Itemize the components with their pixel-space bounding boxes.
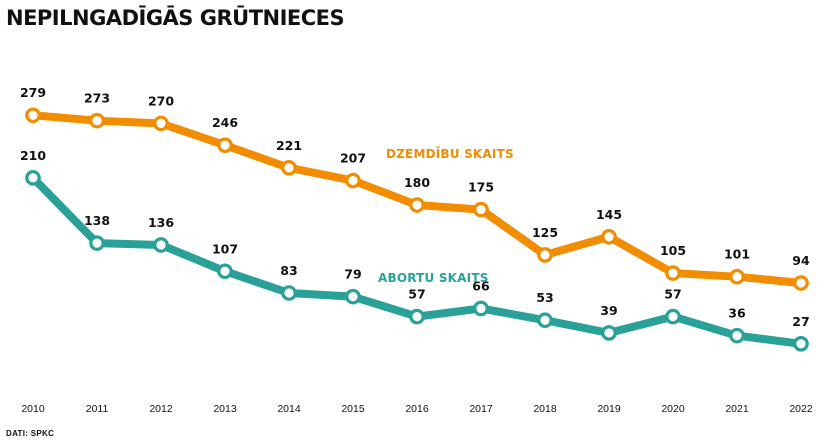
data-point — [153, 115, 169, 132]
data-label: 136 — [148, 215, 174, 230]
x-tick-label: 2020 — [661, 403, 685, 415]
data-label: 107 — [212, 241, 238, 256]
data-label: 279 — [20, 85, 46, 100]
data-source: DATI: SPKC — [6, 429, 55, 438]
data-label: 66 — [472, 278, 490, 293]
data-label: 39 — [600, 303, 617, 318]
data-point — [281, 160, 297, 176]
data-label: 105 — [660, 243, 686, 258]
data-label: 94 — [792, 253, 810, 268]
series-2: 210 138 136 107 83 79 57 66 53 39 57 36 27 ABORTU SKA… — [20, 148, 810, 352]
data-point — [601, 325, 617, 341]
data-label: 207 — [340, 151, 366, 166]
series-label: DZEMDĪBU SKAITS — [386, 147, 514, 161]
data-point — [25, 170, 41, 186]
x-tick-label: 2011 — [86, 403, 109, 415]
x-tick-label: 2019 — [597, 403, 621, 415]
chart-title: NEPILNGADĪGĀS GRŪTNIECES — [6, 6, 345, 30]
data-point — [793, 275, 809, 291]
data-label: 270 — [148, 93, 174, 108]
data-label: 101 — [724, 247, 750, 262]
data-point — [25, 107, 41, 124]
data-label: 83 — [280, 263, 297, 278]
data-label: 145 — [596, 207, 622, 222]
data-label: 221 — [276, 138, 302, 153]
data-label: 210 — [20, 148, 46, 163]
data-label: 125 — [532, 225, 558, 240]
data-point — [473, 201, 489, 218]
data-point — [665, 308, 681, 325]
data-point — [153, 237, 169, 253]
data-label: 27 — [792, 314, 809, 329]
series-label: ABORTU SKAITS — [378, 271, 489, 285]
data-label: 175 — [468, 180, 494, 195]
data-label: 79 — [344, 267, 361, 282]
data-label: 246 — [212, 115, 238, 130]
x-tick-label: 2016 — [405, 403, 429, 415]
data-label: 180 — [404, 175, 430, 190]
data-point — [89, 235, 105, 251]
series-1: 279 273 270 246 221 207 180 175 125 145 105 101 94 DZ… — [20, 85, 810, 291]
data-point — [601, 228, 617, 245]
data-point — [537, 247, 553, 263]
x-tick-label: 2015 — [341, 403, 365, 415]
data-point — [345, 288, 361, 305]
x-tick-label: 2010 — [21, 403, 45, 415]
data-label: 138 — [84, 213, 110, 228]
data-point — [665, 265, 681, 281]
data-point — [281, 285, 297, 301]
data-point — [217, 137, 233, 153]
x-tick-label: 2013 — [213, 403, 237, 415]
data-point — [217, 263, 233, 280]
data-point — [537, 312, 553, 329]
x-tick-label: 2014 — [277, 403, 301, 415]
data-point — [89, 112, 105, 129]
data-label: 53 — [536, 290, 553, 305]
data-point — [409, 308, 425, 325]
x-tick-label: 2018 — [533, 403, 557, 415]
data-label: 273 — [84, 91, 110, 106]
data-point — [729, 268, 745, 285]
data-label: 57 — [664, 287, 681, 302]
x-tick-label: 2012 — [149, 403, 173, 415]
x-tick-label: 2022 — [789, 403, 813, 415]
data-point — [345, 172, 361, 189]
data-point — [409, 197, 425, 213]
data-label: 57 — [408, 287, 425, 302]
x-tick-label: 2021 — [725, 403, 749, 415]
x-tick-label: 2017 — [469, 403, 493, 415]
data-point — [729, 327, 745, 344]
data-label: 36 — [728, 306, 746, 321]
data-point — [473, 300, 489, 317]
data-point — [793, 336, 809, 352]
